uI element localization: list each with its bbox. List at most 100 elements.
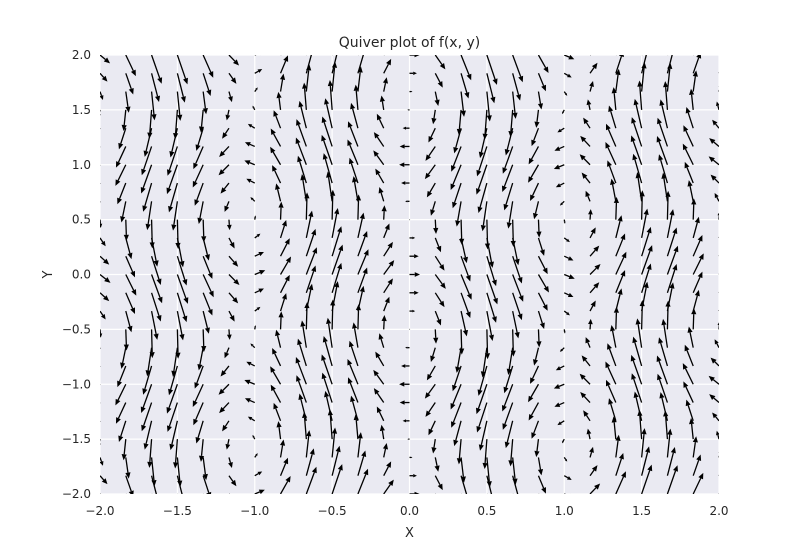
arrow-head — [201, 236, 207, 243]
quiver-arrow — [633, 391, 643, 421]
quiver-arrow — [501, 164, 514, 193]
arrow-shaft — [100, 292, 106, 298]
arrow-shaft — [684, 148, 694, 166]
arrow-shaft — [357, 218, 363, 239]
quiver-arrow — [409, 290, 419, 295]
arrow-head — [673, 465, 678, 472]
quiver-arrow — [484, 329, 491, 360]
arrow-head — [363, 468, 369, 476]
quiver-arrow — [297, 155, 307, 184]
arrow-head — [193, 418, 199, 426]
arrow-shaft — [202, 292, 211, 311]
arrow-shaft — [275, 408, 282, 422]
arrow-head — [175, 352, 181, 359]
arrow-shaft — [666, 288, 673, 312]
quiver-arrow — [667, 55, 669, 56]
arrow-shaft — [196, 365, 204, 384]
quiver-arrow — [246, 361, 256, 367]
arrow-head — [618, 55, 624, 58]
quiver-arrow — [145, 347, 153, 377]
arrow-shaft — [560, 420, 565, 424]
arrow-shaft — [331, 433, 336, 458]
arrow-head — [528, 395, 534, 403]
quiver-arrow — [478, 420, 488, 451]
quiver-arrow — [383, 241, 393, 257]
arrow-head — [246, 178, 252, 183]
arrow-shaft — [639, 415, 643, 440]
arrow-head — [302, 82, 308, 89]
arrow-shaft — [125, 457, 129, 473]
arrow-shaft — [685, 130, 694, 147]
arrow-head — [384, 223, 390, 231]
arrow-shaft — [429, 365, 436, 376]
arrow-head — [197, 217, 203, 225]
arrow-shaft — [100, 55, 106, 61]
quiver-arrow — [305, 283, 314, 312]
quiver-arrow — [120, 201, 127, 223]
arrow-shaft — [100, 475, 105, 481]
arrow-head — [460, 110, 466, 117]
arrow-head — [450, 402, 456, 410]
arrow-head — [694, 216, 700, 224]
quiver-arrow — [254, 489, 265, 494]
arrow-head — [516, 497, 521, 503]
arrow-shaft — [150, 256, 160, 280]
arrow-shaft — [150, 329, 153, 353]
arrow-head — [620, 270, 626, 277]
arrow-shaft — [434, 274, 443, 285]
quiver-arrow — [615, 55, 617, 56]
arrow-shaft — [202, 255, 211, 274]
arrow-shaft — [632, 140, 643, 165]
quiver-arrow — [357, 212, 365, 239]
arrow-head — [142, 205, 148, 212]
quiver-arrow — [224, 347, 230, 359]
arrow-head — [536, 231, 542, 238]
arrow-shaft — [559, 145, 565, 150]
arrow-head — [486, 115, 492, 122]
quiver-arrow — [693, 55, 694, 56]
arrow-head — [407, 109, 409, 111]
quiver-arrow — [100, 255, 110, 265]
quiver-arrow — [590, 55, 591, 56]
arrow-head — [439, 264, 445, 271]
quiver-arrow — [589, 245, 600, 257]
arrow-shaft — [615, 294, 621, 312]
quiver-arrow — [202, 457, 208, 481]
arrow-head — [128, 87, 134, 95]
arrow-shaft — [325, 396, 333, 421]
arrow-shaft — [378, 411, 385, 422]
quiver-arrow — [640, 446, 651, 476]
arrow-head — [297, 155, 303, 163]
quiver-arrow — [399, 400, 410, 405]
arrow-head — [439, 300, 445, 308]
arrow-shaft — [254, 454, 257, 458]
arrow-shaft — [331, 451, 339, 476]
arrow-shaft — [530, 164, 540, 178]
quiver-arrow — [273, 110, 282, 129]
arrow-shaft — [559, 401, 565, 406]
quiver-arrow — [687, 326, 694, 348]
arrow-shaft — [279, 243, 288, 257]
arrow-shaft — [176, 457, 181, 481]
arrow-head — [658, 154, 664, 161]
arrow-shaft — [280, 55, 282, 56]
arrow-shaft — [484, 109, 488, 134]
arrow-head — [177, 114, 183, 121]
quiver-arrow — [434, 457, 440, 472]
arrow-shaft — [323, 122, 333, 147]
arrow-head — [182, 315, 188, 323]
arrow-shaft — [689, 185, 694, 202]
arrow-shaft — [563, 72, 569, 76]
arrow-head — [244, 398, 251, 403]
arrow-head — [581, 355, 588, 362]
quiver-arrow — [305, 265, 317, 293]
arrow-head — [410, 90, 413, 93]
arrow-head — [207, 272, 213, 279]
arrow-head — [537, 103, 544, 110]
arrow-head — [555, 366, 561, 371]
arrow-shaft — [460, 329, 463, 349]
arrow-head — [233, 278, 240, 286]
arrow-shaft — [100, 255, 106, 262]
quiver-arrow — [666, 282, 675, 312]
quiver-arrow — [348, 157, 359, 184]
